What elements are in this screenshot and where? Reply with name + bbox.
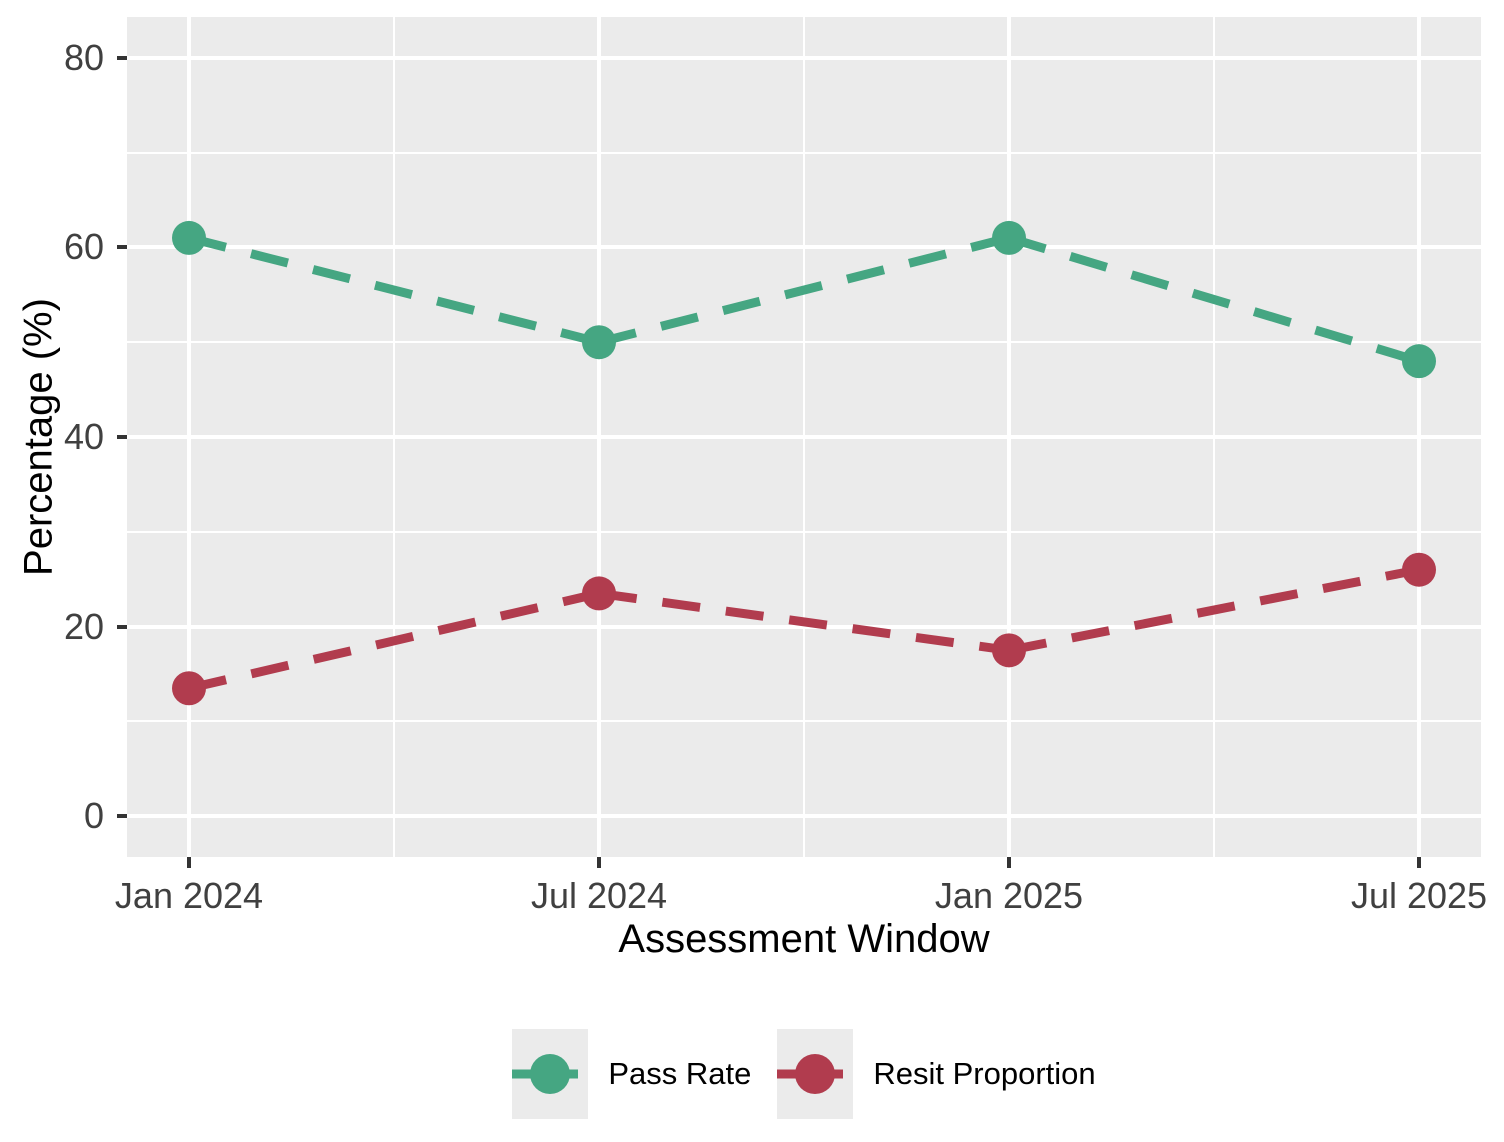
- y-axis-tick: [117, 435, 127, 439]
- series-line-resit-proportion: [187, 589, 601, 693]
- legend-label: Pass Rate: [608, 1056, 752, 1091]
- series-line-pass-rate: [597, 233, 1011, 347]
- major-gridline-vertical: [1007, 17, 1011, 857]
- y-tick-label: 20: [63, 605, 104, 647]
- x-tick-label: Jan 2024: [114, 875, 264, 916]
- data-point-pass-rate: [992, 220, 1026, 255]
- data-series-layer: [172, 220, 1436, 706]
- series-line-resit-proportion: [1008, 565, 1420, 655]
- x-axis-tick: [1417, 857, 1421, 868]
- data-point-resit-proportion: [582, 576, 616, 611]
- legend-entry-pass-rate: Pass Rate: [512, 1029, 751, 1119]
- data-point-resit-proportion: [1402, 552, 1436, 587]
- legend-entry-resit-proportion: Resit Proportion: [777, 1029, 1096, 1119]
- data-point-resit-proportion: [172, 671, 206, 706]
- legend-label: Resit Proportion: [873, 1056, 1096, 1091]
- data-point-pass-rate: [172, 220, 206, 255]
- y-axis-tick: [117, 55, 127, 60]
- minor-gridline-vertical: [1213, 17, 1215, 857]
- data-point-pass-rate: [1402, 344, 1436, 379]
- minor-gridline-vertical: [803, 17, 805, 857]
- y-tick-label: 0: [83, 795, 104, 837]
- y-tick-label: 40: [63, 416, 104, 457]
- y-axis-tick: [117, 624, 127, 629]
- x-tick-label: Jan 2025: [934, 875, 1084, 916]
- major-gridline-vertical: [597, 17, 601, 857]
- legend-key-pass-rate: [512, 1029, 589, 1119]
- x-tick-label: Jul 2025: [1350, 875, 1488, 916]
- x-axis-tick: [1007, 857, 1011, 868]
- y-axis-tick: [117, 245, 127, 250]
- legend-key-resit-proportion: [777, 1029, 854, 1119]
- x-tick-label: Jul 2024: [530, 875, 668, 916]
- legend-key-point: [530, 1054, 571, 1094]
- plot-panel: [127, 17, 1481, 857]
- x-axis-tick: [187, 857, 191, 868]
- series-line-pass-rate: [187, 233, 601, 347]
- y-axis-tick: [117, 814, 127, 819]
- minor-gridline-vertical: [393, 17, 395, 857]
- series-line-resit-proportion: [598, 588, 1010, 655]
- legend-key-point: [795, 1054, 836, 1094]
- data-point-resit-proportion: [992, 633, 1026, 668]
- x-axis-title: Assessment Window: [618, 917, 990, 961]
- data-point-pass-rate: [582, 325, 616, 360]
- major-gridline-vertical: [1417, 17, 1421, 857]
- major-gridline-vertical: [187, 17, 191, 857]
- x-axis-tick: [597, 857, 601, 868]
- legend: Pass Rate Resit Proportion: [127, 1029, 1481, 1119]
- series-line-pass-rate: [1007, 233, 1421, 366]
- y-tick-label: 60: [63, 226, 104, 268]
- y-tick-label: 80: [63, 36, 104, 78]
